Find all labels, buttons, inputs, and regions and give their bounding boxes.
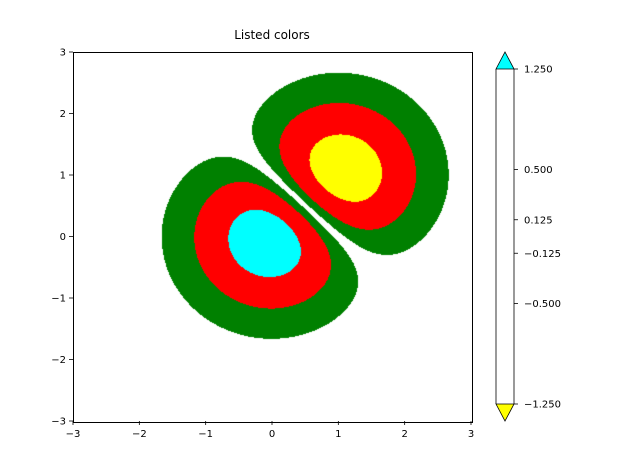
colorbar-extend-under xyxy=(495,403,515,422)
y-tick-label: 2 xyxy=(60,109,66,120)
y-tick-label: 0 xyxy=(60,232,66,243)
colorbar-tick-label: 1.250 xyxy=(524,65,553,76)
colorbar-tick-label: 0.125 xyxy=(524,215,553,226)
colorbar-tick-label: −0.500 xyxy=(524,299,561,310)
x-tick-label: 1 xyxy=(335,429,341,440)
x-tick-label: 0 xyxy=(269,429,275,440)
x-tick-label: −3 xyxy=(66,429,81,440)
chart-title: Listed colors xyxy=(234,28,310,42)
contour-fill xyxy=(73,52,471,421)
colorbar-tick-label: −0.125 xyxy=(524,249,561,260)
y-tick-label: −3 xyxy=(51,417,66,428)
colorbar-tick-label: −1.250 xyxy=(524,400,561,411)
y-tick-label: 3 xyxy=(60,48,66,59)
x-tick-label: 2 xyxy=(401,429,407,440)
x-tick-label: −1 xyxy=(198,429,213,440)
colorbar-body xyxy=(496,69,514,404)
colorbar-tick-label: 0.500 xyxy=(524,165,553,176)
y-tick-label: −2 xyxy=(51,355,66,366)
y-tick-label: −1 xyxy=(51,294,66,305)
x-tick-label: −2 xyxy=(132,429,147,440)
x-tick-label: 3 xyxy=(468,429,474,440)
y-tick-label: 1 xyxy=(60,171,66,182)
colorbar-extend-over xyxy=(495,51,515,70)
